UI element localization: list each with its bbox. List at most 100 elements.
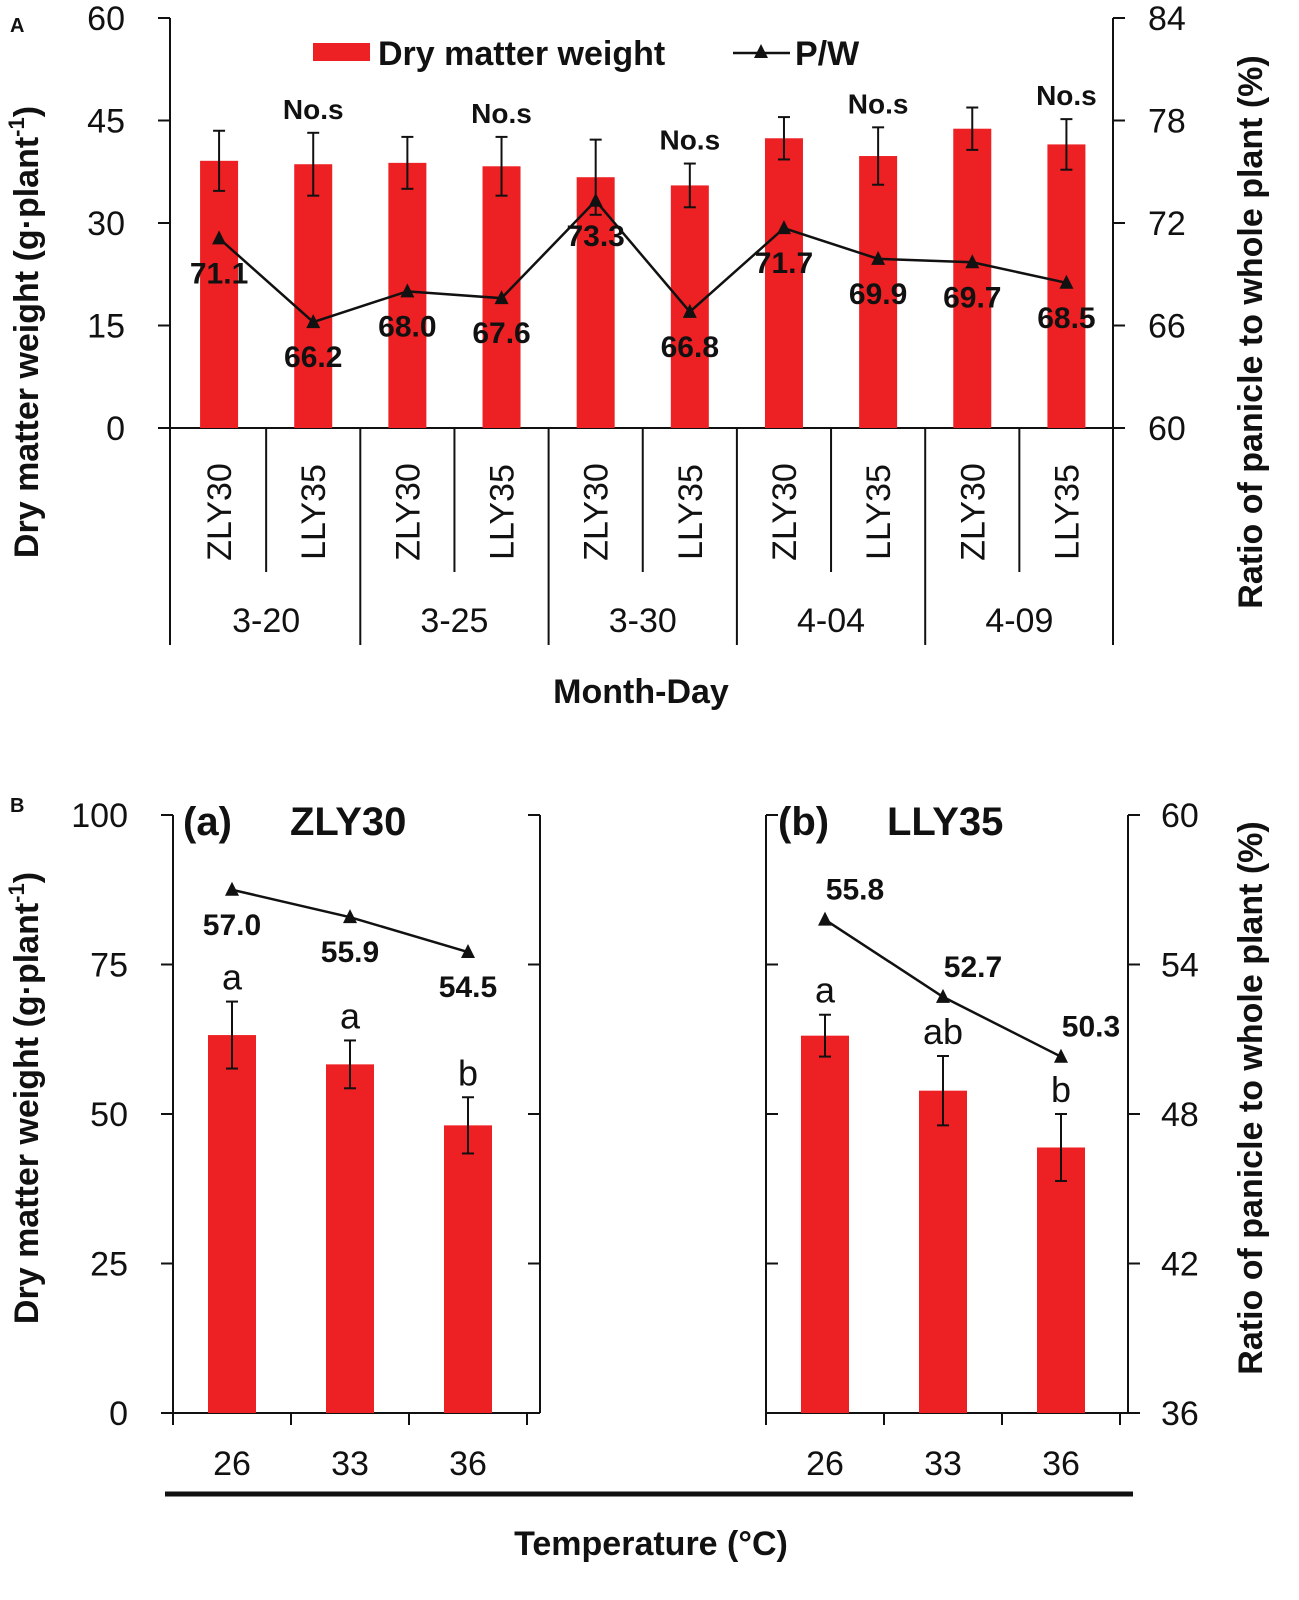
panel-a-category-label: LLY35 bbox=[860, 464, 898, 560]
panel-a-significance-label: No.s bbox=[848, 88, 909, 119]
panel-a-group-label: 4-09 bbox=[985, 602, 1053, 640]
panel-a-ratio-label: 69.7 bbox=[943, 281, 1001, 314]
panel-a-ratio-label: 69.9 bbox=[849, 278, 907, 311]
legend-line-marker bbox=[754, 44, 768, 58]
chart-marks: 0 15 30 45 60 60 66 72 78 84 ZLY30 LLY35 ZLY30 LLY35 Z… bbox=[71, 0, 1199, 1483]
subplot-b-bar bbox=[1037, 1147, 1085, 1413]
panel-b-y-tick-label: 100 bbox=[71, 797, 128, 835]
panel-a-y2-tick-label: 60 bbox=[1148, 410, 1186, 448]
subplot-a-ratio-label: 55.9 bbox=[321, 936, 379, 969]
subplot-b-bar bbox=[801, 1035, 849, 1413]
panel-b-y2label: Ratio of panicle to whole plant (%) bbox=[1232, 821, 1270, 1374]
subplot-a-title: ZLY30 bbox=[290, 800, 406, 844]
subplot-b-label: (b) bbox=[778, 800, 829, 844]
panel-a-category-label: ZLY30 bbox=[578, 463, 616, 561]
subplot-b-ratio-label: 55.8 bbox=[826, 874, 884, 907]
panel-b-y2-tick-label: 42 bbox=[1161, 1246, 1199, 1284]
legend-line-label: P/W bbox=[795, 35, 860, 73]
panel-a-ratio-marker bbox=[494, 290, 509, 305]
panel-a-category-label: LLY35 bbox=[672, 464, 710, 560]
subplot-a-significance-letter: b bbox=[458, 1052, 478, 1093]
subplot-a-bar bbox=[444, 1125, 492, 1413]
panel-a-ylabel-end: ) bbox=[8, 106, 46, 117]
panel-a-y-tick-label: 30 bbox=[87, 205, 125, 243]
panel-a-y2-tick-label: 78 bbox=[1148, 103, 1186, 141]
panel-a-y-tick-label: 60 bbox=[87, 0, 125, 38]
panel-b-y-tick-label: 50 bbox=[90, 1096, 128, 1134]
subplot-a-ratio-marker bbox=[225, 881, 239, 896]
panel-a-group-label: 3-20 bbox=[232, 602, 300, 640]
panel-a-ylabel: Dry matter weight (g·plant-1) bbox=[4, 106, 46, 558]
subplot-b-category-label: 36 bbox=[1042, 1445, 1080, 1483]
subplot-a-bar bbox=[326, 1064, 374, 1413]
panel-b-y2-tick-label: 60 bbox=[1161, 797, 1199, 835]
panel-a-ratio-label: 68.0 bbox=[378, 310, 436, 343]
subplot-a-bar bbox=[208, 1035, 256, 1413]
panel-b-ylabel: Dry matter weight (g·plant-1) bbox=[4, 872, 46, 1324]
subplot-b-ratio-marker bbox=[936, 988, 950, 1003]
panel-a-ylabel-sup: -1 bbox=[4, 117, 29, 137]
panel-a-ratio-label: 66.2 bbox=[284, 341, 342, 374]
panel-b-ylabel-sup: -1 bbox=[4, 883, 29, 903]
panel-a-ratio-marker bbox=[682, 303, 697, 318]
panel-b-label: B bbox=[10, 795, 24, 817]
panel-a-ratio-marker bbox=[776, 220, 791, 235]
subplot-a-ratio-label: 54.5 bbox=[439, 971, 497, 1004]
subplot-a-significance-letter: a bbox=[340, 995, 361, 1036]
panel-b-xlabel: Temperature (°C) bbox=[514, 1525, 788, 1563]
subplot-b-category-label: 26 bbox=[806, 1445, 844, 1483]
panel-b-y2-tick-label: 36 bbox=[1161, 1395, 1199, 1433]
panel-b-y-tick-label: 0 bbox=[109, 1395, 128, 1433]
panel-a-ratio-label: 73.3 bbox=[566, 220, 624, 253]
panel-a-ratio-marker bbox=[212, 230, 227, 245]
subplot-a-category-label: 33 bbox=[331, 1445, 369, 1483]
subplot-b-ratio-label: 50.3 bbox=[1062, 1011, 1120, 1044]
subplot-a-label: (a) bbox=[183, 800, 232, 844]
panel-a-significance-label: No.s bbox=[659, 125, 720, 156]
subplot-b-significance-letter: ab bbox=[923, 1011, 963, 1052]
panel-a-group-label: 3-25 bbox=[420, 602, 488, 640]
panel-a-ylabel-main: Dry matter weight (g·plant bbox=[8, 137, 46, 558]
panel-a-bar bbox=[294, 164, 333, 428]
panel-a-ratio-line bbox=[218, 198, 1067, 324]
panel-a-label: A bbox=[10, 15, 24, 37]
panel-a-ratio-label: 68.5 bbox=[1037, 302, 1095, 335]
panel-a-category-label: LLY35 bbox=[295, 464, 333, 560]
panel-a-category-label: LLY35 bbox=[484, 464, 522, 560]
legend-bar-swatch bbox=[313, 43, 370, 61]
panel-a-ratio-marker bbox=[1059, 274, 1074, 289]
panel-a-bar bbox=[576, 177, 615, 428]
panel-a-y2-tick-label: 84 bbox=[1148, 0, 1186, 38]
panel-a-significance-label: No.s bbox=[283, 94, 344, 125]
panel-b-ylabel-end: ) bbox=[8, 872, 46, 883]
panel-a-ratio-marker bbox=[871, 250, 886, 265]
panel-a-xlabel: Month-Day bbox=[553, 673, 729, 711]
panel-a-group-label: 3-30 bbox=[609, 602, 677, 640]
subplot-a-significance-letter: a bbox=[222, 957, 243, 998]
subplot-a-category-label: 36 bbox=[449, 1445, 487, 1483]
subplot-b-significance-letter: a bbox=[815, 970, 836, 1011]
subplot-a-ratio-marker bbox=[461, 944, 475, 959]
panel-a-ratio-marker bbox=[588, 192, 603, 207]
panel-a-bar bbox=[953, 128, 992, 428]
panel-a-y2label: Ratio of panicle to whole plant (%) bbox=[1232, 55, 1270, 608]
panel-a-y-tick-label: 15 bbox=[87, 308, 125, 346]
panel-a-y2-tick-label: 66 bbox=[1148, 308, 1186, 346]
panel-a-ratio-marker bbox=[400, 283, 415, 298]
panel-a-category-label: ZLY30 bbox=[954, 463, 992, 561]
panel-b-y2-tick-label: 54 bbox=[1161, 947, 1199, 985]
panel-a-group-label: 4-04 bbox=[797, 602, 865, 640]
legend-bar-label: Dry matter weight bbox=[378, 35, 665, 73]
subplot-a-ratio-marker bbox=[343, 909, 357, 924]
panel-a-y-tick-label: 0 bbox=[106, 410, 125, 448]
panel-a-significance-label: No.s bbox=[471, 98, 532, 129]
panel-a-y-tick-label: 45 bbox=[87, 103, 125, 141]
panel-a-category-label: ZLY30 bbox=[766, 463, 804, 561]
panel-a-significance-label: No.s bbox=[1036, 80, 1097, 111]
panel-b-y2-tick-label: 48 bbox=[1161, 1096, 1199, 1134]
subplot-a-ratio-label: 57.0 bbox=[203, 909, 261, 942]
panel-b-ylabel-main: Dry matter weight (g·plant bbox=[8, 903, 46, 1324]
panel-a-ratio-label: 67.6 bbox=[472, 317, 530, 350]
panel-a-ratio-label: 66.8 bbox=[661, 331, 719, 364]
panel-b-y-tick-label: 75 bbox=[90, 947, 128, 985]
